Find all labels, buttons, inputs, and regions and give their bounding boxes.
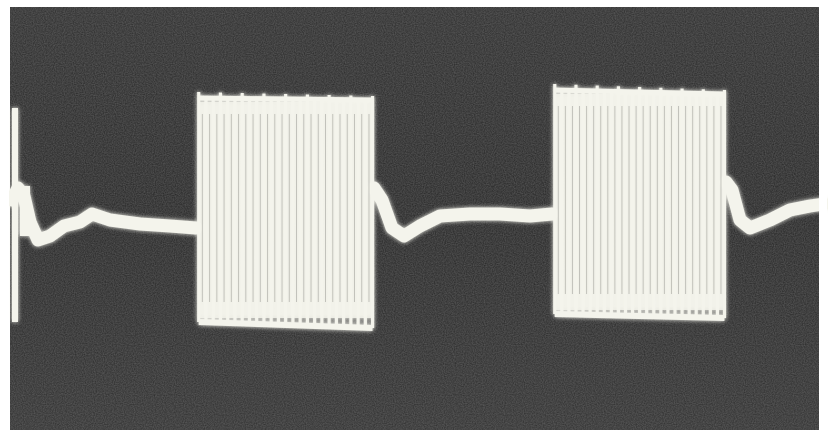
leading-spike-tail bbox=[20, 186, 30, 236]
burst-bottom-edge bbox=[554, 311, 725, 321]
trace-layer bbox=[5, 84, 828, 331]
burst-top-edge bbox=[198, 95, 373, 103]
baseline-segment bbox=[367, 181, 559, 243]
burst-top-edge bbox=[554, 87, 725, 97]
burst-bottom-edge bbox=[198, 319, 373, 331]
leading-spike bbox=[12, 108, 18, 322]
baseline-segment bbox=[719, 175, 828, 235]
